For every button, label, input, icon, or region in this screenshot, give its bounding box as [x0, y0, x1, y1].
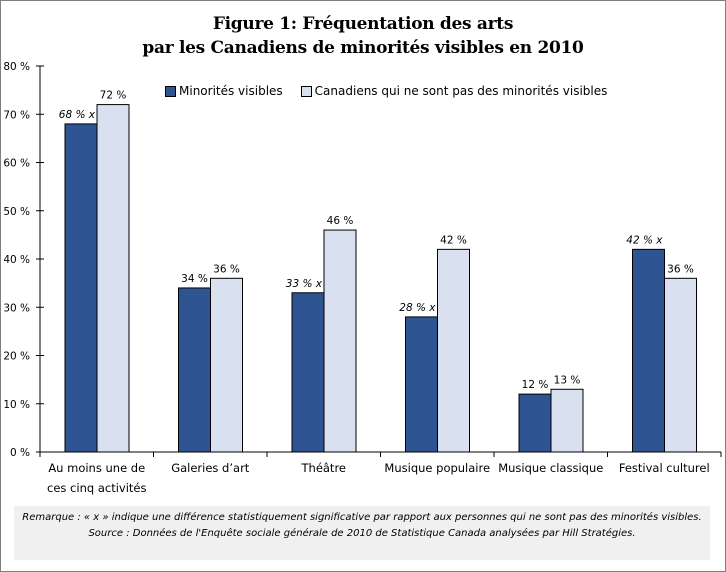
y-tick-label: 0 % [10, 447, 30, 459]
bar-minorities [178, 287, 211, 453]
category-label: Musique classique [498, 461, 603, 475]
data-label: 36 % [667, 263, 694, 275]
bar-minorities [632, 248, 665, 453]
data-label: 42 % x [626, 234, 663, 246]
y-tick-label: 50 % [3, 206, 30, 218]
legend: Minorités visibles Canadiens qui ne sont… [165, 84, 625, 98]
legend-item-non-minorities: Canadiens qui ne sont pas des minorités … [300, 84, 608, 98]
data-label: 34 % [181, 273, 208, 285]
bar-non-minorities [323, 229, 357, 453]
data-label: 28 % x [399, 302, 436, 314]
footnote: Remarque : « x » indique une différence … [14, 506, 710, 560]
y-tick-label: 10 % [3, 399, 30, 411]
y-tick-label: 80 % [3, 61, 30, 73]
category-label: Au moins une de [48, 461, 145, 475]
bar-non-minorities [664, 277, 697, 453]
data-label: 13 % [554, 374, 581, 386]
category-label: Galeries d’art [171, 461, 250, 475]
category-label: Théâtre [301, 461, 347, 475]
y-tick-label: 70 % [3, 109, 30, 121]
legend-label-non-minorities: Canadiens qui ne sont pas des minorités … [314, 84, 608, 98]
bar-non-minorities [550, 388, 584, 453]
data-label: 12 % [522, 379, 549, 391]
data-label: 46 % [327, 215, 354, 227]
bar-minorities [405, 316, 438, 453]
legend-item-minorities: Minorités visibles [165, 84, 283, 98]
bar-minorities [291, 292, 325, 453]
category-label: Festival culturel [619, 461, 710, 475]
y-tick-label: 30 % [3, 302, 30, 314]
bar-minorities [518, 393, 552, 453]
bar-non-minorities [210, 277, 243, 453]
legend-label-minorities: Minorités visibles [179, 84, 283, 98]
bar-minorities [64, 123, 98, 453]
legend-swatch-non-minorities [300, 85, 312, 97]
legend-swatch-minorities [165, 85, 176, 97]
category-label: Musique populaire [384, 461, 490, 475]
y-tick-label: 40 % [3, 254, 30, 266]
category-label: ces cinq activités [47, 481, 146, 495]
bar-non-minorities [96, 104, 130, 453]
chart-title-line-2: par les Canadiens de minorités visibles … [142, 38, 584, 58]
bar-non-minorities [437, 248, 470, 453]
data-label: 42 % [440, 234, 467, 246]
y-tick-label: 60 % [3, 158, 30, 170]
data-label: 36 % [213, 263, 240, 275]
data-label: 68 % x [59, 109, 96, 121]
chart-title-line-1: Figure 1: Fréquentation des arts [212, 14, 514, 34]
y-tick-label: 20 % [3, 351, 30, 363]
data-label: 72 % [100, 90, 127, 102]
data-label: 33 % x [286, 278, 323, 290]
